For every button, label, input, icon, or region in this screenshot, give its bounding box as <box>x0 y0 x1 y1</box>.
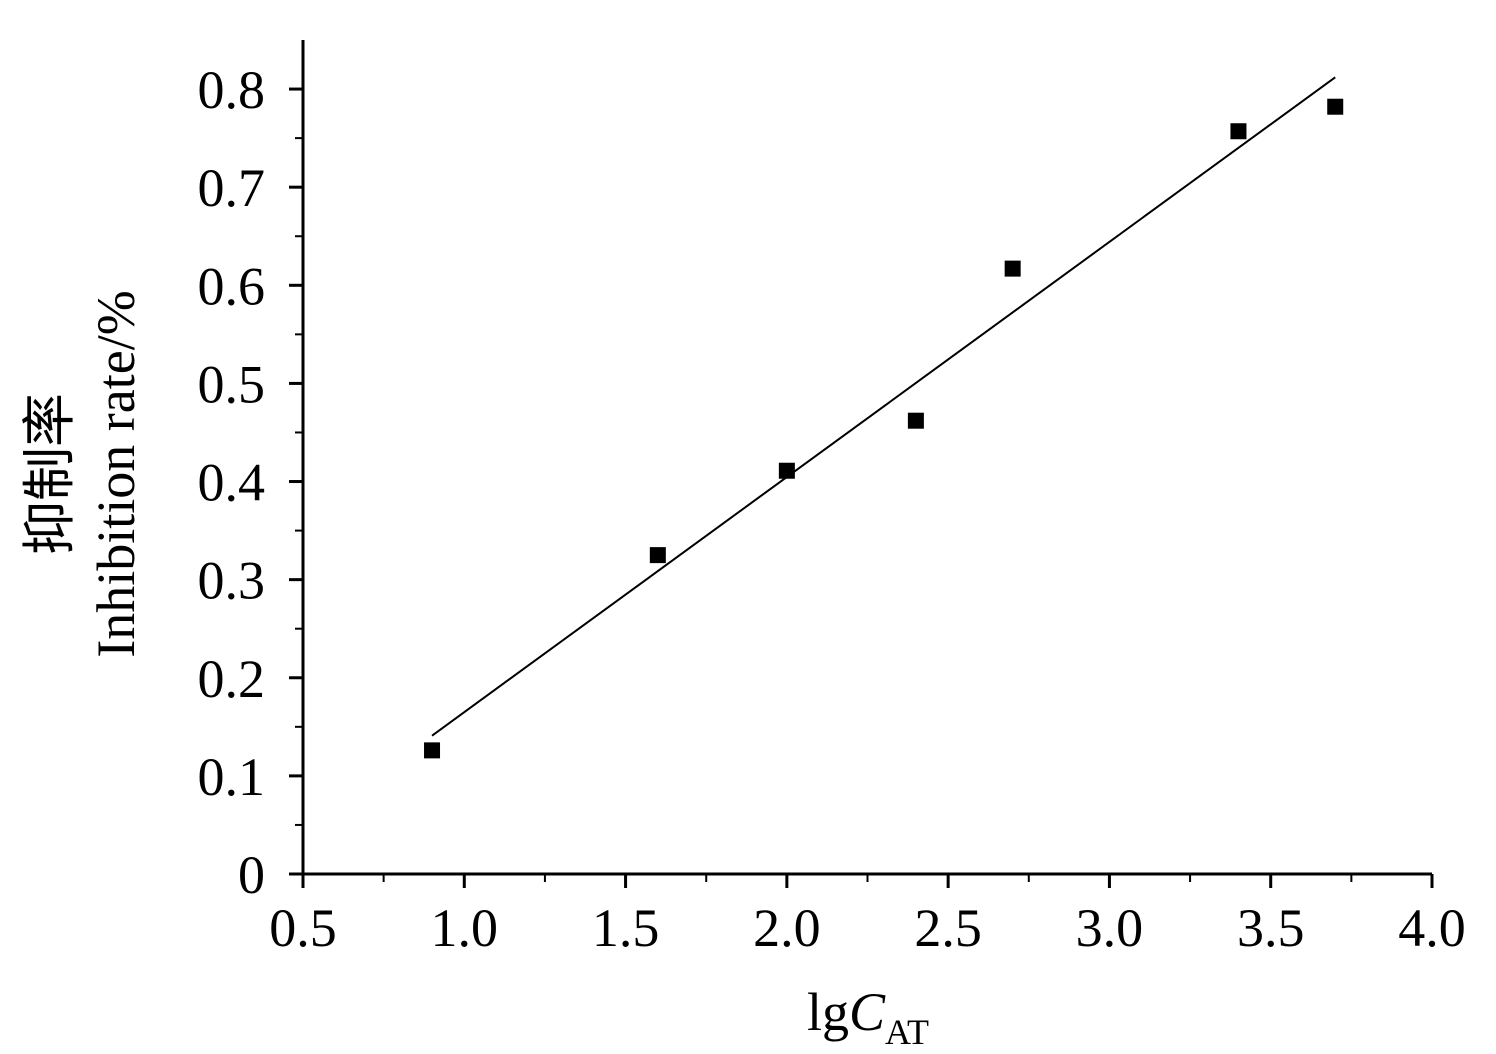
y-axis-title-chinese: 抑制率 <box>20 393 80 555</box>
y-axis-title: 抑制率 Inhibition rate/% <box>20 290 146 657</box>
y-tick-label: 0.7 <box>198 158 266 218</box>
y-tick-label: 0 <box>238 845 265 905</box>
tick-labels: 0.5 1.0 1.5 2.0 2.5 3.0 3.5 4.0 0 0.1 0.2 0.3 0.4 0.5… <box>198 60 1466 958</box>
fit-line <box>431 76 1336 737</box>
y-tick-label: 0.5 <box>198 354 266 414</box>
data-points <box>424 98 1344 759</box>
x-tick-label: 3.5 <box>1237 898 1305 958</box>
data-point <box>907 412 924 429</box>
x-tick-label: 3.0 <box>1076 898 1144 958</box>
y-tick-label: 0.3 <box>198 551 266 611</box>
x-axis-title: lgCAT <box>807 982 929 1052</box>
x-tick-label: 2.5 <box>914 898 982 958</box>
data-point <box>1327 98 1344 115</box>
data-point <box>649 547 666 564</box>
y-tick-label: 0.2 <box>198 649 266 709</box>
x-tick-label: 0.5 <box>269 898 337 958</box>
y-axis-title-english: Inhibition rate/% <box>86 290 146 657</box>
x-axis-title-subscript: AT <box>885 1012 929 1052</box>
data-point <box>424 742 441 759</box>
data-point <box>1230 123 1247 140</box>
x-tick-label: 1.0 <box>431 898 499 958</box>
y-tick-label: 0.1 <box>198 747 266 807</box>
x-axis-title-prefix: lg <box>807 982 849 1042</box>
x-tick-label: 2.0 <box>753 898 821 958</box>
y-tick-label: 0.8 <box>198 60 266 120</box>
axes <box>301 40 1432 876</box>
y-tick-label: 0.6 <box>198 256 266 316</box>
x-axis-title-variable: C <box>849 982 886 1042</box>
y-tick-label: 0.4 <box>198 453 266 513</box>
x-tick-label: 1.5 <box>592 898 660 958</box>
data-point <box>778 462 795 479</box>
tick-marks <box>289 87 1434 888</box>
data-point <box>1004 260 1021 277</box>
x-tick-label: 4.0 <box>1398 898 1466 958</box>
